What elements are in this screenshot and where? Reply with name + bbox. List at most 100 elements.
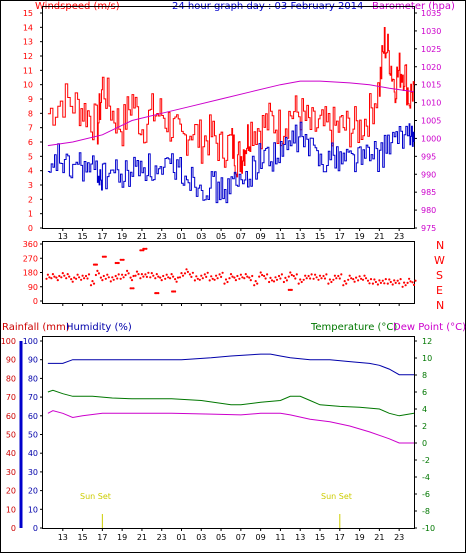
direction-point [264,277,267,280]
direction-point [157,292,160,295]
wind-left-tick-label: 6 [28,138,33,147]
direction-point [145,247,148,250]
direction-point [258,275,261,278]
direction-point [147,271,150,274]
climate-x-tick-label: 19 [354,533,364,542]
wind-left-tick-label: 1 [28,210,33,219]
direction-point [345,282,348,285]
direction-point [91,280,94,283]
direction-point [406,281,409,284]
direction-point [297,282,300,285]
climate-panel-frame [42,336,415,529]
direction-point [307,274,310,278]
direction-point [340,273,343,276]
temperature-tick-label: -8 [422,507,430,516]
wind-left-tick-label: 4 [28,167,33,176]
direction-point [112,278,115,281]
direction-point [116,277,119,280]
direction-point [193,279,196,282]
direction-point [106,273,109,276]
direction-point [241,276,244,279]
direction-point [53,275,56,278]
direction-point [352,278,355,281]
direction-point [246,275,249,278]
direction-point [124,273,127,277]
climate-series-line-2 [47,410,414,444]
direction-point [178,276,182,279]
direction-point [205,275,208,278]
direction-point [218,273,221,276]
direction-point [361,278,365,281]
direction-point [114,274,117,278]
direction-point [414,279,417,282]
climate-x-tick-label: 03 [196,533,206,542]
barometer-tick-label: 980 [421,206,436,215]
rainfall-tick-label: 90 [6,356,16,365]
direction-point [181,274,185,277]
direction-point [45,277,48,280]
direction-point [268,280,271,284]
direction-point [353,280,356,283]
direction-point [127,272,130,275]
direction-point [360,277,363,280]
direction-point [75,277,78,280]
wind-x-tick-label: 15 [77,232,87,241]
direction-point [162,274,165,278]
direction-point [259,271,262,274]
direction-point [323,277,327,280]
direction-point [155,273,158,276]
wind-x-tick-label: 19 [117,232,127,241]
direction-point [97,272,100,275]
direction-point [332,278,335,281]
direction-point [117,261,120,265]
direction-letter-w: W [434,254,445,267]
direction-point [185,268,188,271]
direction-point [314,273,317,276]
rainfall-tick-label: 20 [6,487,16,496]
direction-point [305,277,308,280]
direction-point [145,275,148,278]
direction-point [342,284,345,287]
direction-point [282,280,285,284]
direction-point [92,282,96,285]
direction-tick-label: 360 [23,240,38,249]
direction-point [196,277,199,280]
direction-point [139,277,142,280]
direction-point [107,276,110,279]
direction-point [398,282,401,285]
direction-point [86,277,89,280]
direction-point [159,276,162,279]
direction-point [266,273,269,276]
direction-point [409,280,412,283]
direction-point [71,280,74,283]
direction-point [109,280,112,283]
temperature-tick-label: 2 [422,422,427,431]
direction-point [175,280,178,283]
temperature-tick-label: -4 [422,473,430,482]
wind-left-tick-label: 2 [28,195,33,204]
direction-point [320,277,323,280]
climate-plot-layer: 0010102020303040405050606070708080909010… [1,337,435,542]
climate-x-tick-label: 15 [77,533,87,542]
direction-point [104,277,107,280]
wind-x-tick-label: 23 [157,232,167,241]
direction-tick-label: 90 [28,283,38,292]
direction-point [366,279,370,282]
wind-left-tick-label: 10 [23,81,33,90]
direction-point [408,277,411,280]
temperature-tick-label: 10 [422,354,432,363]
direction-point [330,280,333,284]
rainfall-tick-label: 30 [6,468,16,477]
direction-point [121,273,124,276]
direction-point [279,277,282,280]
wind-x-tick-label: 17 [97,232,107,241]
direction-point [130,279,134,282]
direction-point [289,271,292,274]
dewpoint-axis-title: Dew Point (°C) [393,322,466,333]
direction-point [233,276,236,279]
wind-left-tick-label: 9 [28,95,33,104]
direction-point [272,280,276,283]
wind-plot-layer: 0123456789101112131415975980985990995100… [23,9,442,241]
direction-point [117,273,120,276]
